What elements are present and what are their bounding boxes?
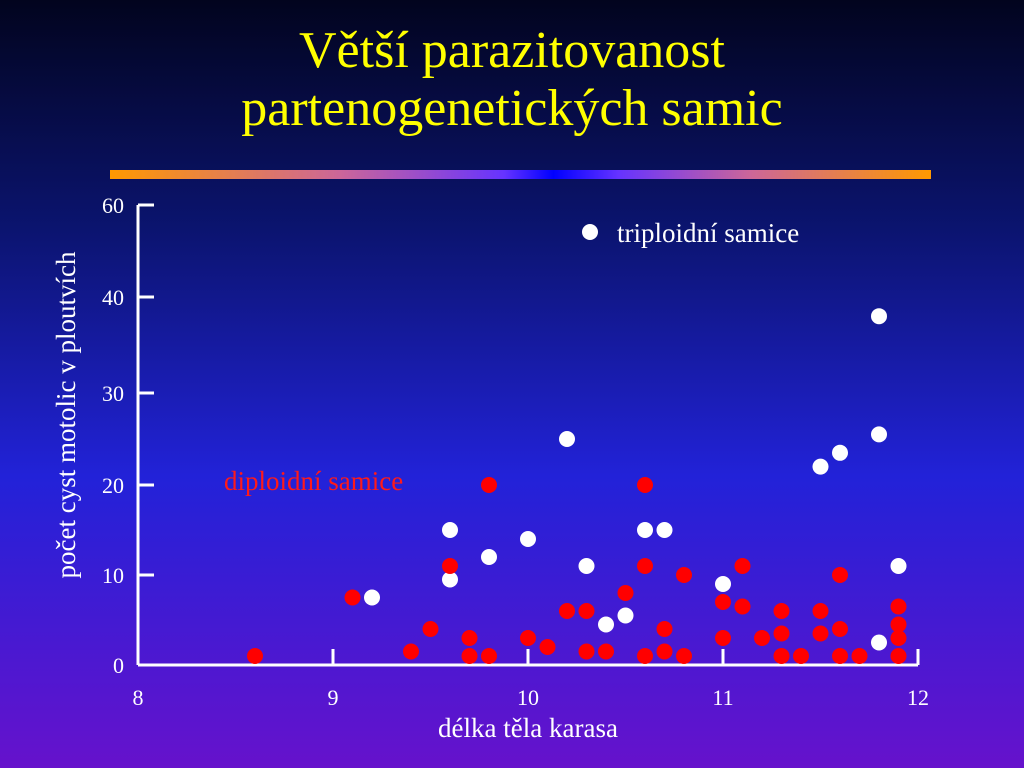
- data-point: [598, 616, 614, 633]
- data-point: [832, 621, 848, 637]
- data-point: [676, 648, 692, 664]
- data-point: [578, 603, 595, 619]
- title-underline: [110, 170, 931, 179]
- data-point: [481, 477, 497, 493]
- data-point: [812, 625, 829, 642]
- data-point: [656, 522, 673, 538]
- data-point: [890, 616, 907, 633]
- y-tick-label: 0: [113, 653, 124, 678]
- data-point: [832, 648, 848, 664]
- data-point: [676, 567, 692, 583]
- x-axis-title: délka těla karasa: [438, 713, 618, 743]
- data-point: [637, 558, 653, 574]
- data-point: [637, 477, 653, 493]
- data-point: [832, 567, 848, 583]
- data-point: [851, 648, 868, 664]
- data-point: [442, 558, 458, 574]
- data-point: [734, 558, 751, 574]
- data-point: [871, 308, 887, 325]
- data-point: [734, 598, 751, 615]
- data-point: [442, 522, 458, 538]
- x-tick-label: 12: [907, 685, 929, 710]
- x-ticks: 8 9 10 11 12: [133, 649, 929, 710]
- data-point: [403, 643, 419, 660]
- data-point: [832, 444, 848, 461]
- data-point: [344, 589, 361, 606]
- series-label-diploid: diploidní samice: [224, 466, 403, 496]
- data-point: [793, 648, 809, 664]
- data-point: [422, 621, 439, 637]
- legend: triploidní samice: [582, 218, 799, 248]
- data-point: [559, 603, 575, 619]
- y-tick-label: 40: [102, 285, 124, 310]
- data-point: [559, 431, 575, 447]
- data-point: [481, 549, 497, 565]
- data-point: [247, 648, 263, 664]
- data-point: [890, 648, 907, 664]
- legend-marker-triploid: [582, 224, 598, 240]
- slide-title: Větší parazitovanost partenogenetických …: [0, 22, 1024, 138]
- data-point: [715, 594, 731, 610]
- data-point: [578, 643, 595, 660]
- y-tick-label: 20: [102, 473, 124, 498]
- y-axis-title: počet cyst motolic v ploutvích: [51, 251, 81, 578]
- data-point: [442, 571, 458, 588]
- x-tick-label: 11: [712, 685, 733, 710]
- data-point: [890, 598, 907, 615]
- data-point: [520, 531, 536, 547]
- title-line-1: Větší parazitovanost: [299, 22, 725, 79]
- data-point: [871, 426, 887, 443]
- data-point: [890, 558, 907, 574]
- data-point: [754, 630, 770, 646]
- data-point: [617, 607, 634, 624]
- data-point: [461, 630, 478, 646]
- data-point: [773, 625, 790, 642]
- data-point: [637, 522, 653, 538]
- y-tick-label: 60: [102, 193, 124, 218]
- data-points: [247, 308, 907, 664]
- x-tick-label: 10: [517, 685, 539, 710]
- data-point: [656, 643, 673, 660]
- data-point: [871, 634, 887, 651]
- data-point: [539, 639, 556, 655]
- series-triploid: [364, 308, 907, 651]
- title-line-2: partenogenetických samic: [241, 80, 783, 137]
- x-tick-label: 8: [133, 685, 144, 710]
- data-point: [520, 630, 536, 646]
- data-point: [812, 603, 829, 619]
- data-point: [637, 648, 653, 664]
- data-point: [481, 648, 497, 664]
- y-tick-label: 30: [102, 381, 124, 406]
- series-diploid: [247, 477, 907, 664]
- x-tick-label: 9: [328, 685, 339, 710]
- data-point: [773, 603, 790, 619]
- data-point: [715, 630, 731, 646]
- data-point: [578, 558, 595, 574]
- data-point: [461, 648, 478, 664]
- data-point: [812, 458, 829, 475]
- data-point: [364, 589, 380, 606]
- data-point: [890, 630, 907, 646]
- y-tick-label: 10: [102, 563, 124, 588]
- y-ticks: 0 10 20 30 40 60: [102, 193, 154, 678]
- data-point: [773, 648, 790, 664]
- chart-axes: [136, 205, 918, 667]
- data-point: [598, 643, 614, 660]
- data-point: [715, 576, 731, 592]
- data-point: [656, 621, 673, 637]
- legend-label-triploid: triploidní samice: [617, 218, 799, 248]
- data-point: [617, 585, 634, 601]
